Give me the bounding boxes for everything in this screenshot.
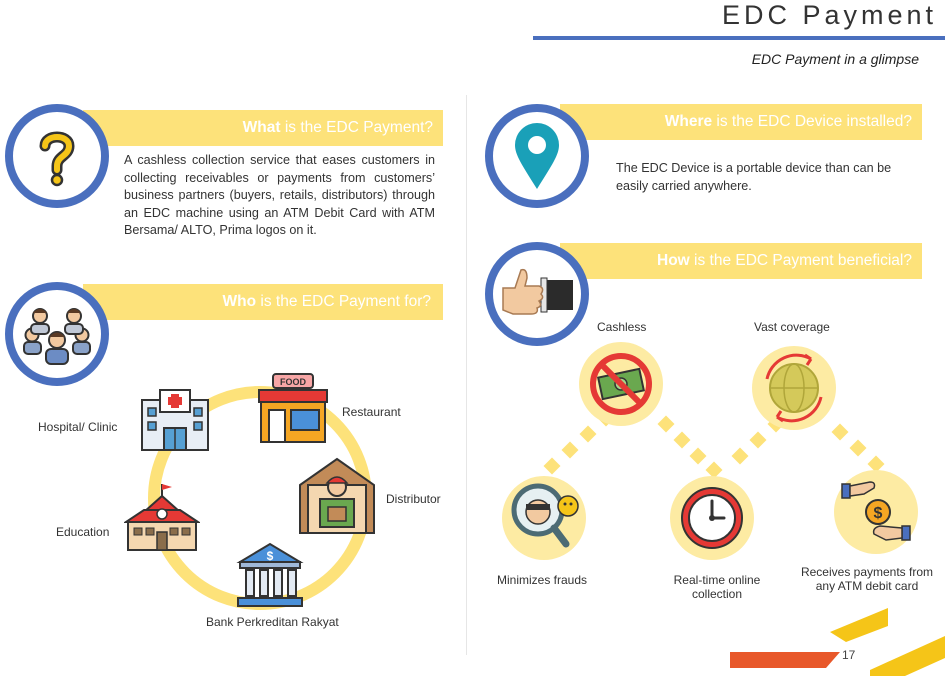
food-sign-text: FOOD <box>280 377 306 387</box>
no-cash-icon <box>590 353 652 415</box>
benefit-receives: $ <box>834 470 918 554</box>
dollar-glyph: $ <box>267 549 274 563</box>
benefit-coverage <box>752 346 836 430</box>
segment-education-label: Education <box>56 525 110 539</box>
title-rule <box>533 36 945 40</box>
who-banner-text: is the EDC Payment for? <box>256 293 431 310</box>
what-banner-keyword: What <box>242 119 281 136</box>
question-mark-icon <box>39 131 75 187</box>
segment-distributor-label: Distributor <box>386 492 441 506</box>
connector-dot <box>579 425 597 443</box>
dollar-glyph: $ <box>874 505 883 522</box>
thumbs-up-icon <box>502 268 573 315</box>
connector-dot <box>749 431 767 449</box>
restaurant-icon: FOOD <box>258 373 328 443</box>
how-badge <box>485 242 589 346</box>
what-banner: What is the EDC Payment? <box>83 110 443 146</box>
segment-hospital-label: Hospital/ Clinic <box>38 420 118 434</box>
connector-dot <box>689 447 707 465</box>
benefit-realtime <box>670 476 754 560</box>
benefit-cashless <box>579 342 663 426</box>
connector-dot <box>657 415 675 433</box>
what-badge <box>5 104 109 208</box>
where-banner: Where is the EDC Device installed? <box>560 104 922 140</box>
benefit-coverage-label: Vast coverage <box>754 320 830 334</box>
connector-dot <box>731 447 749 465</box>
hospital-icon <box>141 389 209 451</box>
how-banner: How is the EDC Payment beneficial? <box>560 243 922 279</box>
connector-dot <box>831 423 849 441</box>
how-banner-text: is the EDC Payment beneficial? <box>689 252 912 269</box>
column-divider <box>466 95 467 655</box>
who-badge <box>5 282 109 386</box>
connector-dot <box>543 457 561 475</box>
what-banner-text: is the EDC Payment? <box>280 119 433 136</box>
benefit-receives-label: Receives payments from any ATM debit car… <box>800 565 934 593</box>
connector-dot <box>849 439 867 457</box>
benefit-cashless-label: Cashless <box>597 320 647 334</box>
page-title: EDC Payment <box>721 0 937 30</box>
footer-chevrons <box>730 608 945 676</box>
segment-bank-label: Bank Perkreditan Rakyat <box>206 615 339 629</box>
school-icon <box>124 484 200 551</box>
where-banner-keyword: Where <box>664 113 713 130</box>
connector-dot <box>673 431 691 449</box>
hand-money-icon: $ <box>841 481 911 541</box>
where-description: The EDC Device is a portable device than… <box>616 161 892 193</box>
how-banner-keyword: How <box>657 252 690 269</box>
globe-icon <box>765 353 823 423</box>
page-number: 17 <box>842 648 856 662</box>
benefit-frauds <box>502 476 586 560</box>
segment-restaurant-label: Restaurant <box>342 405 401 419</box>
page-subtitle: EDC Payment in a glimpse <box>751 51 919 67</box>
what-description: A cashless collection service that eases… <box>124 153 435 238</box>
people-group-icon <box>23 308 91 365</box>
clock-icon <box>681 487 743 549</box>
who-banner-keyword: Who <box>222 293 257 310</box>
benefit-frauds-label: Minimizes frauds <box>497 573 588 587</box>
where-badge <box>485 104 589 208</box>
connector-dot <box>561 441 579 459</box>
benefit-realtime-label: Real-time online collection <box>673 573 761 601</box>
fraud-magnifier-icon <box>511 483 579 548</box>
who-banner: Who is the EDC Payment for? <box>83 284 443 320</box>
bank-icon: $ <box>236 542 304 607</box>
location-pin-icon <box>515 123 559 189</box>
where-banner-text: is the EDC Device installed? <box>712 113 912 130</box>
distributor-icon <box>299 457 375 534</box>
